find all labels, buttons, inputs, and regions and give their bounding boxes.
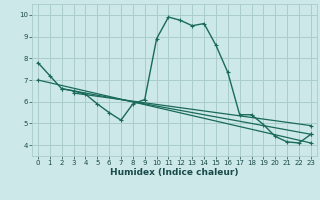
X-axis label: Humidex (Indice chaleur): Humidex (Indice chaleur) [110,168,239,177]
